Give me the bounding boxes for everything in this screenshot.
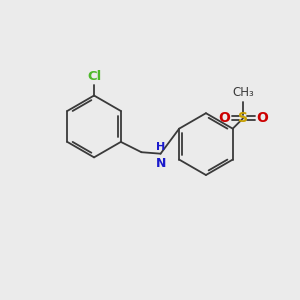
- Text: H: H: [156, 142, 165, 152]
- Text: O: O: [218, 111, 230, 125]
- Text: CH₃: CH₃: [232, 86, 254, 99]
- Text: O: O: [256, 111, 268, 125]
- Text: Cl: Cl: [87, 70, 101, 83]
- Text: S: S: [238, 111, 248, 125]
- Text: N: N: [155, 157, 166, 170]
